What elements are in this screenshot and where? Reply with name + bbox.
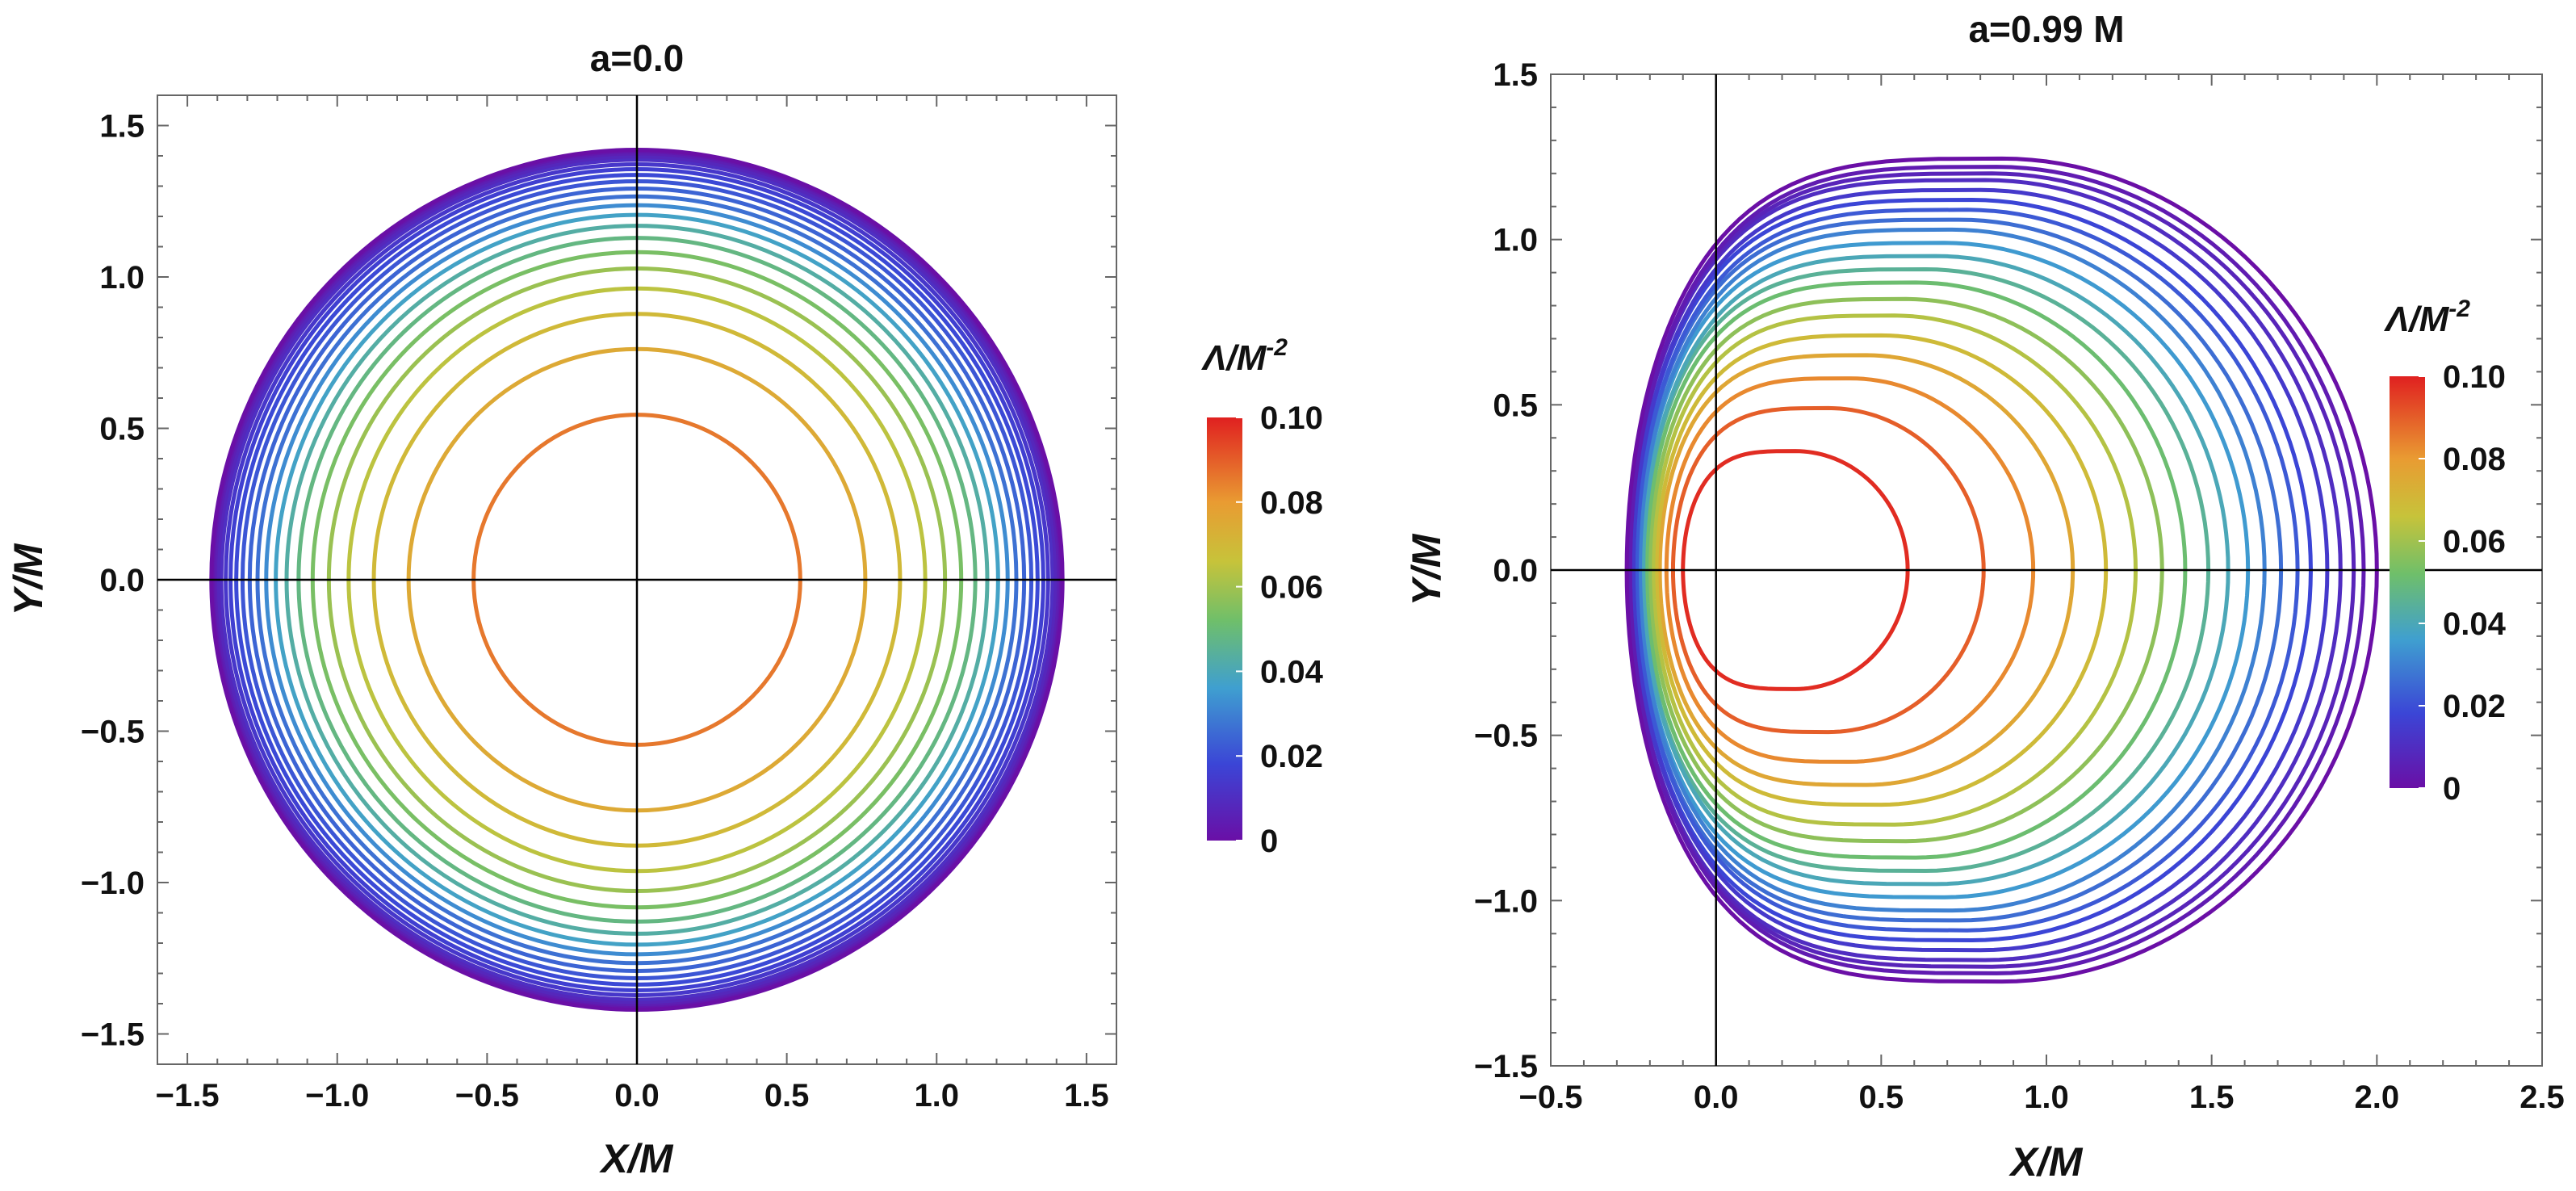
right-ytick-label: −1.0 — [1474, 883, 1538, 919]
right-cbtick-label: 0.08 — [2443, 442, 2506, 477]
right-xtick-label: 2.0 — [2355, 1080, 2400, 1115]
left-cbtick-label: 0.08 — [1260, 485, 1323, 521]
left-cbtick-label: 0 — [1260, 824, 1278, 859]
right-xtick-label: 2.5 — [2519, 1080, 2565, 1115]
left-ytick-label: 0.0 — [99, 563, 145, 598]
right-ytick-label: 0.0 — [1493, 553, 1538, 589]
left-panel: a=0.0 −1.5 −1.0 −0.5 0.0 0.5 1.0 1.5 −1.5 −1.0 −0… — [6, 37, 1324, 1181]
left-cbtick-label: 0.10 — [1260, 400, 1323, 436]
right-colorbar-label-text: Λ/M — [2384, 300, 2450, 339]
left-cbtick-label: 0.04 — [1260, 654, 1324, 690]
right-cbtick-label: 0.04 — [2443, 606, 2507, 642]
left-xtick-label: 0.0 — [614, 1078, 660, 1113]
right-xtick-label: 0.5 — [1859, 1080, 1904, 1115]
left-xtick-label: −1.0 — [305, 1078, 369, 1113]
right-cbtick-label: 0.06 — [2443, 524, 2506, 560]
right-ytick-label: 0.5 — [1493, 388, 1538, 423]
right-colorbar-ticks: 0 0.02 0.04 0.06 0.08 0.10 — [2419, 359, 2507, 807]
right-colorbar-label-sup: -2 — [2448, 296, 2470, 322]
right-ytick-label: −1.5 — [1474, 1049, 1538, 1084]
right-ytick-label: 1.0 — [1493, 223, 1538, 258]
left-colorbar — [1207, 417, 1242, 841]
left-ytick-label: −1.5 — [81, 1017, 145, 1053]
right-title: a=0.99 M — [1968, 8, 2124, 50]
right-panel: a=0.99 M −0.5 0.0 0.5 1.0 1.5 2.0 2.5−1.5−1.0−… — [1404, 8, 2565, 1185]
left-xtick-label: 1.0 — [914, 1078, 959, 1113]
left-ytick-label: 1.5 — [99, 109, 145, 145]
right-ticks: −0.5 0.0 0.5 1.0 1.5 2.0 2.5 −1.5 −1.0 −0.5 0.0 0.5… — [1474, 57, 2565, 1115]
left-cbtick-label: 0.06 — [1260, 570, 1323, 606]
left-ytick-label: −0.5 — [81, 715, 145, 750]
right-xtick-label: 0.0 — [1694, 1080, 1739, 1115]
right-colorbar-label: Λ/M-2 — [2384, 296, 2470, 339]
left-title: a=0.0 — [590, 37, 684, 79]
left-ytick-label: −1.0 — [81, 866, 145, 901]
left-ylabel: Y/M — [6, 543, 51, 615]
left-xtick-label: −0.5 — [455, 1078, 519, 1113]
right-xtick-label: 1.0 — [2024, 1080, 2069, 1115]
right-xtick-label: 1.5 — [2189, 1080, 2235, 1115]
left-ytick-label: 1.0 — [99, 260, 145, 296]
right-xtick-label: −0.5 — [1519, 1080, 1583, 1115]
left-colorbar-label-sup: -2 — [1266, 334, 1288, 361]
left-ticks: −1.5 −1.0 −0.5 0.0 0.5 1.0 1.5 −1.5 −1.0 −0.5 0.0 0… — [81, 94, 1117, 1113]
right-ytick-label: 1.5 — [1493, 57, 1538, 93]
left-xtick-label: 0.5 — [764, 1078, 810, 1113]
left-colorbar-label-text: Λ/M — [1201, 338, 1267, 378]
left-xtick-label: 1.5 — [1064, 1078, 1109, 1113]
left-cbtick-label: 0.02 — [1260, 739, 1323, 774]
left-xlabel: X/M — [599, 1136, 674, 1181]
right-cbtick-label: 0.02 — [2443, 689, 2506, 724]
right-xlabel: X/M — [2008, 1139, 2084, 1185]
left-colorbar-label: Λ/M-2 — [1201, 334, 1288, 378]
left-ytick-label: 0.5 — [99, 412, 145, 447]
right-cbtick-label: 0 — [2443, 771, 2461, 807]
left-colorbar-ticks: 0 0.02 0.04 0.06 0.08 0.10 — [1236, 400, 1324, 859]
right-ytick-label: −0.5 — [1474, 719, 1538, 754]
right-colorbar — [2390, 376, 2425, 788]
left-xtick-label: −1.5 — [156, 1078, 220, 1113]
right-cbtick-label: 0.10 — [2443, 359, 2506, 395]
right-ylabel: Y/M — [1404, 533, 1449, 606]
